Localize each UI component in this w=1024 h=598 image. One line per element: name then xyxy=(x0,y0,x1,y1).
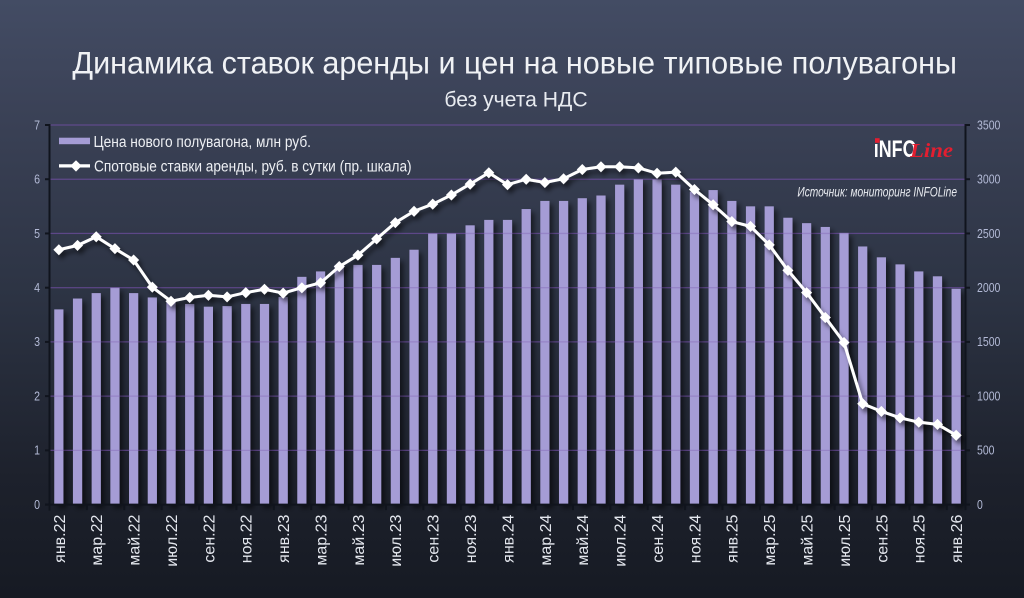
svg-text:ноя.25: ноя.25 xyxy=(912,514,929,563)
svg-text:1: 1 xyxy=(34,444,40,458)
svg-text:июл.23: июл.23 xyxy=(388,515,405,567)
svg-text:2500: 2500 xyxy=(977,227,1000,241)
svg-text:3000: 3000 xyxy=(977,173,1000,187)
svg-text:без учета НДС: без учета НДС xyxy=(444,88,587,111)
svg-text:6: 6 xyxy=(34,173,40,187)
svg-text:3500: 3500 xyxy=(977,118,1000,132)
svg-text:май.22: май.22 xyxy=(127,514,144,565)
svg-text:сен.25: сен.25 xyxy=(874,515,891,563)
svg-text:1000: 1000 xyxy=(977,389,1000,403)
svg-text:янв.26: янв.26 xyxy=(949,515,966,563)
svg-text:сен.22: сен.22 xyxy=(201,515,218,563)
svg-text:500: 500 xyxy=(977,444,995,458)
svg-text:янв.22: янв.22 xyxy=(52,515,69,563)
svg-text:5: 5 xyxy=(34,227,40,241)
svg-text:ноя.23: ноя.23 xyxy=(463,514,480,563)
svg-text:июл.22: июл.22 xyxy=(164,515,181,567)
svg-text:мар.24: мар.24 xyxy=(538,515,555,566)
svg-text:Источник: мониторинг INFOLine: Источник: мониторинг INFOLine xyxy=(797,184,957,199)
svg-text:май.25: май.25 xyxy=(800,514,817,565)
svg-text:мар.25: мар.25 xyxy=(762,515,779,566)
svg-text:1500: 1500 xyxy=(977,335,1000,349)
svg-text:ıNFO: ıNFO xyxy=(874,136,917,163)
svg-text:сен.24: сен.24 xyxy=(650,515,667,563)
svg-text:мар.23: мар.23 xyxy=(313,515,330,566)
svg-text:Line: Line xyxy=(909,140,953,162)
svg-text:0: 0 xyxy=(34,498,40,512)
svg-text:май.24: май.24 xyxy=(575,514,592,565)
svg-text:сен.23: сен.23 xyxy=(426,515,443,563)
svg-text:4: 4 xyxy=(34,281,40,295)
svg-text:мар.22: мар.22 xyxy=(89,515,106,566)
svg-text:июл.24: июл.24 xyxy=(613,515,630,567)
svg-text:0: 0 xyxy=(977,498,983,512)
svg-text:Динамика ставок аренды и цен н: Динамика ставок аренды и цен на новые ти… xyxy=(72,45,957,80)
svg-text:2000: 2000 xyxy=(977,281,1000,295)
svg-text:янв.24: янв.24 xyxy=(500,515,517,563)
svg-text:Цена нового полувагона, млн ру: Цена нового полувагона, млн руб. xyxy=(94,134,312,151)
svg-text:ноя.24: ноя.24 xyxy=(687,514,704,563)
svg-text:июл.25: июл.25 xyxy=(837,515,854,567)
svg-text:янв.25: янв.25 xyxy=(725,515,742,563)
svg-text:7: 7 xyxy=(34,118,40,132)
svg-text:ноя.22: ноя.22 xyxy=(239,514,256,563)
svg-text:2: 2 xyxy=(34,389,40,403)
svg-text:янв.23: янв.23 xyxy=(276,515,293,563)
svg-text:Спотовые ставки аренды, руб. в: Спотовые ставки аренды, руб. в сутки (пр… xyxy=(94,159,412,176)
svg-text:3: 3 xyxy=(34,335,40,349)
svg-text:май.23: май.23 xyxy=(351,514,368,565)
